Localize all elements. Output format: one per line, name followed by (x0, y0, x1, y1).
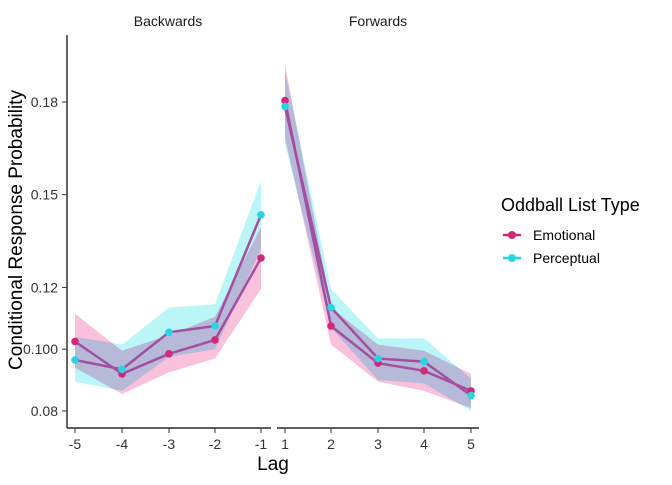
y-tick-label: 0.18 (31, 94, 58, 110)
data-point-perceptual (165, 328, 173, 337)
panel-title-backwards: Backwards (134, 13, 202, 29)
x-axis-title: Lag (257, 454, 289, 475)
data-point-emotional (71, 337, 79, 346)
y-tick-label: 0.100 (23, 341, 58, 357)
data-point-emotional (327, 322, 335, 330)
data-point-emotional (211, 336, 219, 344)
data-point-perceptual (281, 102, 289, 111)
y-tick-label: 0.08 (31, 403, 58, 419)
data-point-perceptual (374, 354, 382, 363)
legend-title: Oddball List Type (501, 195, 640, 215)
data-point-perceptual (420, 357, 428, 366)
data-point-emotional (281, 96, 289, 105)
legend-label-perceptual: Perceptual (533, 250, 600, 266)
y-axis-title: Conditional Response Probability (6, 90, 27, 370)
data-point-perceptual (211, 322, 219, 330)
legend: Oddball List Type Emotional Perceptual (501, 195, 640, 266)
data-point-emotional (165, 350, 173, 358)
x-tick-label: -5 (69, 436, 82, 452)
x-tick-label: 5 (467, 436, 475, 452)
x-tick-label: -3 (163, 436, 176, 452)
panel-title-forwards: Forwards (349, 13, 407, 29)
legend-key-point-emotional (508, 231, 516, 239)
data-point-emotional (257, 254, 265, 262)
data-point-perceptual (467, 391, 475, 400)
data-point-perceptual (327, 303, 335, 312)
x-tick-label: 2 (327, 436, 335, 452)
x-tick-label: -4 (116, 436, 129, 452)
y-tick-label: 0.15 (31, 187, 58, 203)
legend-item-emotional: Emotional (503, 227, 595, 243)
plot-layer: 0.08 0.100 0.12 0.15 0.18 -5 -4 -3 -2 -1 1 2 3 4 5 (23, 35, 479, 452)
data-point-perceptual (71, 356, 79, 364)
legend-label-emotional: Emotional (533, 227, 595, 243)
data-point-perceptual (118, 365, 126, 374)
x-tick-label: -1 (255, 436, 268, 452)
x-tick-label: -2 (209, 436, 222, 452)
x-tick-label: 1 (281, 436, 289, 452)
data-point-emotional (420, 367, 428, 375)
data-point-perceptual (257, 211, 265, 219)
y-tick-label: 0.12 (31, 279, 58, 295)
x-tick-label: 3 (374, 436, 382, 452)
x-tick-label: 4 (420, 436, 428, 452)
legend-item-perceptual: Perceptual (503, 250, 600, 266)
legend-key-point-perceptual (508, 254, 516, 262)
